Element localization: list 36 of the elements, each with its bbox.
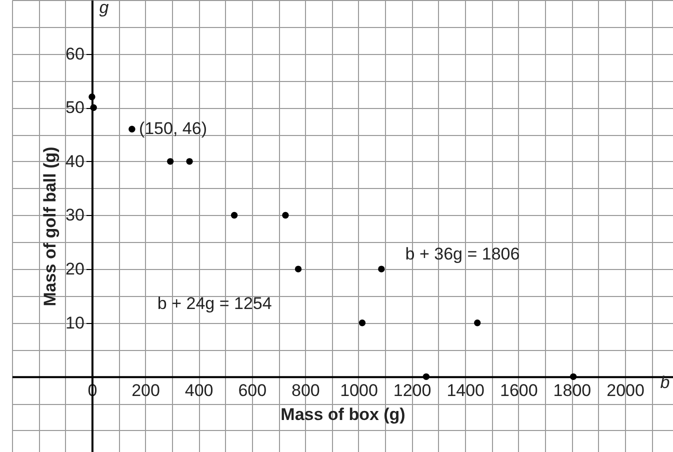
x-tick-label: 1000 [340,381,378,400]
point [570,373,577,380]
x-tick-label: 600 [238,381,267,400]
x-tick-label: 2000 [606,381,644,400]
y-tick-label: 30 [66,206,84,225]
y-tick-label: 50 [66,98,84,118]
annotation: b + 24g = 1254 [157,294,272,314]
x-tick-label: 1600 [500,381,538,400]
point [422,373,430,380]
x-tick-label: 1200 [393,381,432,400]
x-tick-label: 1400 [446,381,485,400]
annotation: b [660,373,670,392]
x-axis-title: Mass of box (g) [280,405,406,424]
y-tick-label: 20 [66,260,84,279]
x-tick-label: 200 [132,381,160,400]
x-tick-label: 400 [184,381,214,400]
y-tick-label: 60 [66,44,84,64]
point [474,320,481,326]
point [358,320,366,326]
annotation: (150, 46) [138,119,207,138]
point [294,266,302,272]
y-axis-title: Mass of golf ball (g) [40,146,60,306]
x-tick-label: 800 [292,381,320,400]
annotation: g [99,0,110,17]
point [88,94,96,100]
point [166,158,174,165]
y-tick-label: 40 [66,152,84,171]
annotation: b + 36g = 1806 [405,244,520,264]
y-tick-label: 10 [66,313,84,332]
point [90,104,97,111]
x-tick-label: 1800 [553,381,592,400]
point [282,212,289,219]
point [128,126,136,132]
point [186,158,193,165]
point [378,266,385,272]
point [230,212,238,219]
